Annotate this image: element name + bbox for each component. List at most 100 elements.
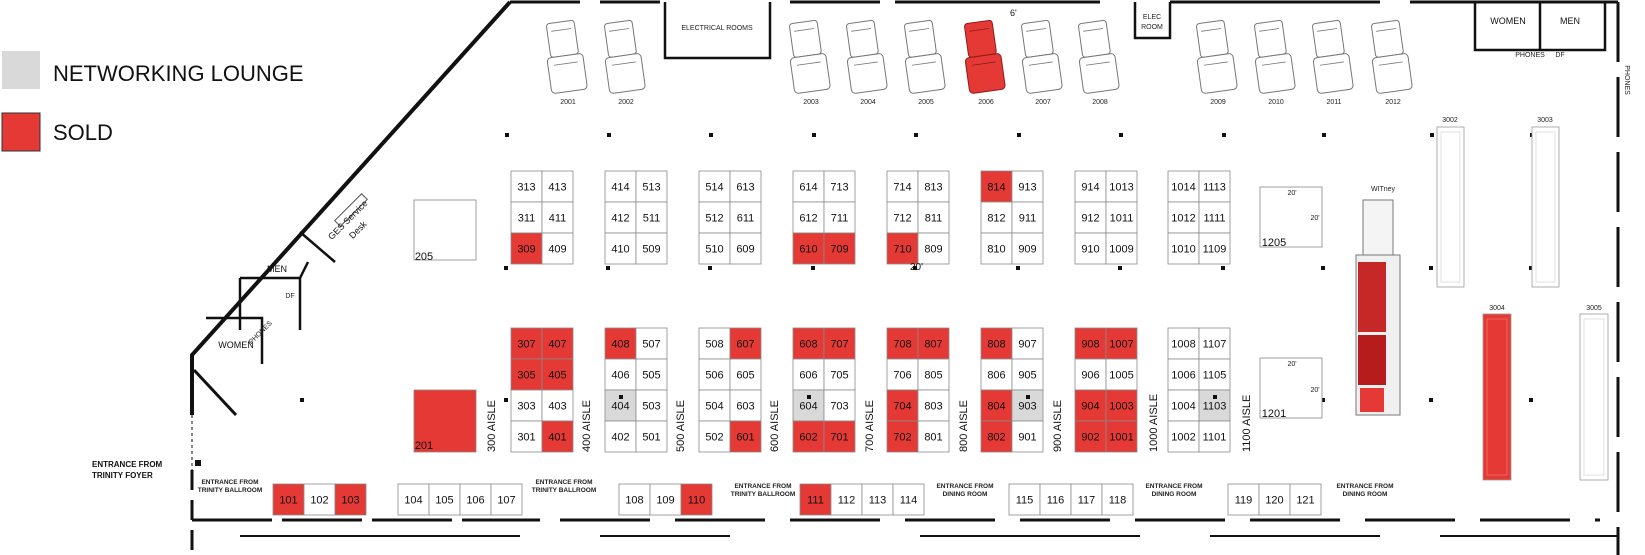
- booth-610[interactable]: 610: [792, 232, 825, 265]
- booth-812[interactable]: 812: [980, 201, 1013, 234]
- booth-703[interactable]: 703: [823, 389, 856, 422]
- booth-512[interactable]: 512: [698, 201, 731, 234]
- vehicle-2007[interactable]: [1017, 19, 1063, 94]
- vehicle-2012[interactable]: [1367, 19, 1413, 94]
- booth-602[interactable]: 602: [792, 420, 825, 453]
- booth-106[interactable]: 106: [459, 483, 492, 516]
- booth-705[interactable]: 705: [823, 358, 856, 391]
- vehicle-2011[interactable]: [1308, 19, 1354, 94]
- vehicle-2001[interactable]: [542, 19, 588, 94]
- booth-102[interactable]: 102: [303, 483, 336, 516]
- booth-503[interactable]: 503: [635, 389, 668, 422]
- booth-121[interactable]: 121: [1289, 483, 1322, 516]
- booth-113[interactable]: 113: [861, 483, 894, 516]
- booth-701[interactable]: 701: [823, 420, 856, 453]
- booth-1013[interactable]: 1013: [1105, 170, 1138, 203]
- island-3004[interactable]: [1482, 313, 1512, 481]
- booth-612[interactable]: 612: [792, 201, 825, 234]
- booth-114[interactable]: 114: [892, 483, 925, 516]
- vehicle-2010[interactable]: [1250, 19, 1296, 94]
- booth-1006[interactable]: 1006: [1167, 358, 1200, 391]
- booth-405[interactable]: 405: [541, 358, 574, 391]
- booth-712[interactable]: 712: [886, 201, 919, 234]
- vehicle-2005[interactable]: [900, 19, 946, 94]
- booth-1002[interactable]: 1002: [1167, 420, 1200, 453]
- booth-707[interactable]: 707: [823, 327, 856, 360]
- booth-1109[interactable]: 1109: [1198, 232, 1231, 265]
- booth-702[interactable]: 702: [886, 420, 919, 453]
- booth-604[interactable]: 604: [792, 389, 825, 422]
- booth-109[interactable]: 109: [649, 483, 682, 516]
- booth-711[interactable]: 711: [823, 201, 856, 234]
- booth-406[interactable]: 406: [604, 358, 637, 391]
- vehicle-2003[interactable]: [785, 19, 831, 94]
- booth-601[interactable]: 601: [729, 420, 762, 453]
- vehicle-2009[interactable]: [1192, 19, 1238, 94]
- booth-413[interactable]: 413: [541, 170, 574, 203]
- booth-611[interactable]: 611: [729, 201, 762, 234]
- booth-1014[interactable]: 1014: [1167, 170, 1200, 203]
- booth-903[interactable]: 903: [1011, 389, 1044, 422]
- booth-1111[interactable]: 1111: [1198, 201, 1231, 234]
- booth-814[interactable]: 814: [980, 170, 1013, 203]
- booth-309[interactable]: 309: [510, 232, 543, 265]
- booth-802[interactable]: 802: [980, 420, 1013, 453]
- booth-603[interactable]: 603: [729, 389, 762, 422]
- booth-907[interactable]: 907: [1011, 327, 1044, 360]
- booth-706[interactable]: 706: [886, 358, 919, 391]
- booth-103[interactable]: 103: [334, 483, 367, 516]
- booth-201[interactable]: [413, 389, 477, 453]
- booth-911[interactable]: 911: [1011, 201, 1044, 234]
- booth-709[interactable]: 709: [823, 232, 856, 265]
- booth-1201[interactable]: [1259, 357, 1323, 419]
- booth-614[interactable]: 614: [792, 170, 825, 203]
- booth-605[interactable]: 605: [729, 358, 762, 391]
- booth-908[interactable]: 908: [1074, 327, 1107, 360]
- booth-303[interactable]: 303: [510, 389, 543, 422]
- booth-112[interactable]: 112: [830, 483, 863, 516]
- booth-313[interactable]: 313: [510, 170, 543, 203]
- booth-609[interactable]: 609: [729, 232, 762, 265]
- vehicle-2006[interactable]: [960, 19, 1006, 94]
- booth-904[interactable]: 904: [1074, 389, 1107, 422]
- booth-1010[interactable]: 1010: [1167, 232, 1200, 265]
- booth-613[interactable]: 613: [729, 170, 762, 203]
- booth-411[interactable]: 411: [541, 201, 574, 234]
- booth-710[interactable]: 710: [886, 232, 919, 265]
- booth-714[interactable]: 714: [886, 170, 919, 203]
- booth-508[interactable]: 508: [698, 327, 731, 360]
- booth-1205[interactable]: [1259, 186, 1323, 248]
- booth-801[interactable]: 801: [917, 420, 950, 453]
- booth-913[interactable]: 913: [1011, 170, 1044, 203]
- booth-1012[interactable]: 1012: [1167, 201, 1200, 234]
- booth-810[interactable]: 810: [980, 232, 1013, 265]
- booth-1101[interactable]: 1101: [1198, 420, 1231, 453]
- booth-301[interactable]: 301: [510, 420, 543, 453]
- booth-906[interactable]: 906: [1074, 358, 1107, 391]
- booth-607[interactable]: 607: [729, 327, 762, 360]
- booth-608[interactable]: 608: [792, 327, 825, 360]
- booth-505[interactable]: 505: [635, 358, 668, 391]
- booth-704[interactable]: 704: [886, 389, 919, 422]
- booth-414[interactable]: 414: [604, 170, 637, 203]
- booth-408[interactable]: 408: [604, 327, 637, 360]
- booth-307[interactable]: 307: [510, 327, 543, 360]
- booth-513[interactable]: 513: [635, 170, 668, 203]
- booth-401[interactable]: 401: [541, 420, 574, 453]
- booth-1008[interactable]: 1008: [1167, 327, 1200, 360]
- booth-1003[interactable]: 1003: [1105, 389, 1138, 422]
- booth-101[interactable]: 101: [272, 483, 305, 516]
- booth-410[interactable]: 410: [604, 232, 637, 265]
- booth-105[interactable]: 105: [428, 483, 461, 516]
- booth-1004[interactable]: 1004: [1167, 389, 1200, 422]
- booth-606[interactable]: 606: [792, 358, 825, 391]
- booth-1105[interactable]: 1105: [1198, 358, 1231, 391]
- booth-514[interactable]: 514: [698, 170, 731, 203]
- booth-1113[interactable]: 1113: [1198, 170, 1231, 203]
- booth-116[interactable]: 116: [1039, 483, 1072, 516]
- booth-804[interactable]: 804: [980, 389, 1013, 422]
- booth-404[interactable]: 404: [604, 389, 637, 422]
- booth-708[interactable]: 708: [886, 327, 919, 360]
- booth-120[interactable]: 120: [1258, 483, 1291, 516]
- booth-807[interactable]: 807: [917, 327, 950, 360]
